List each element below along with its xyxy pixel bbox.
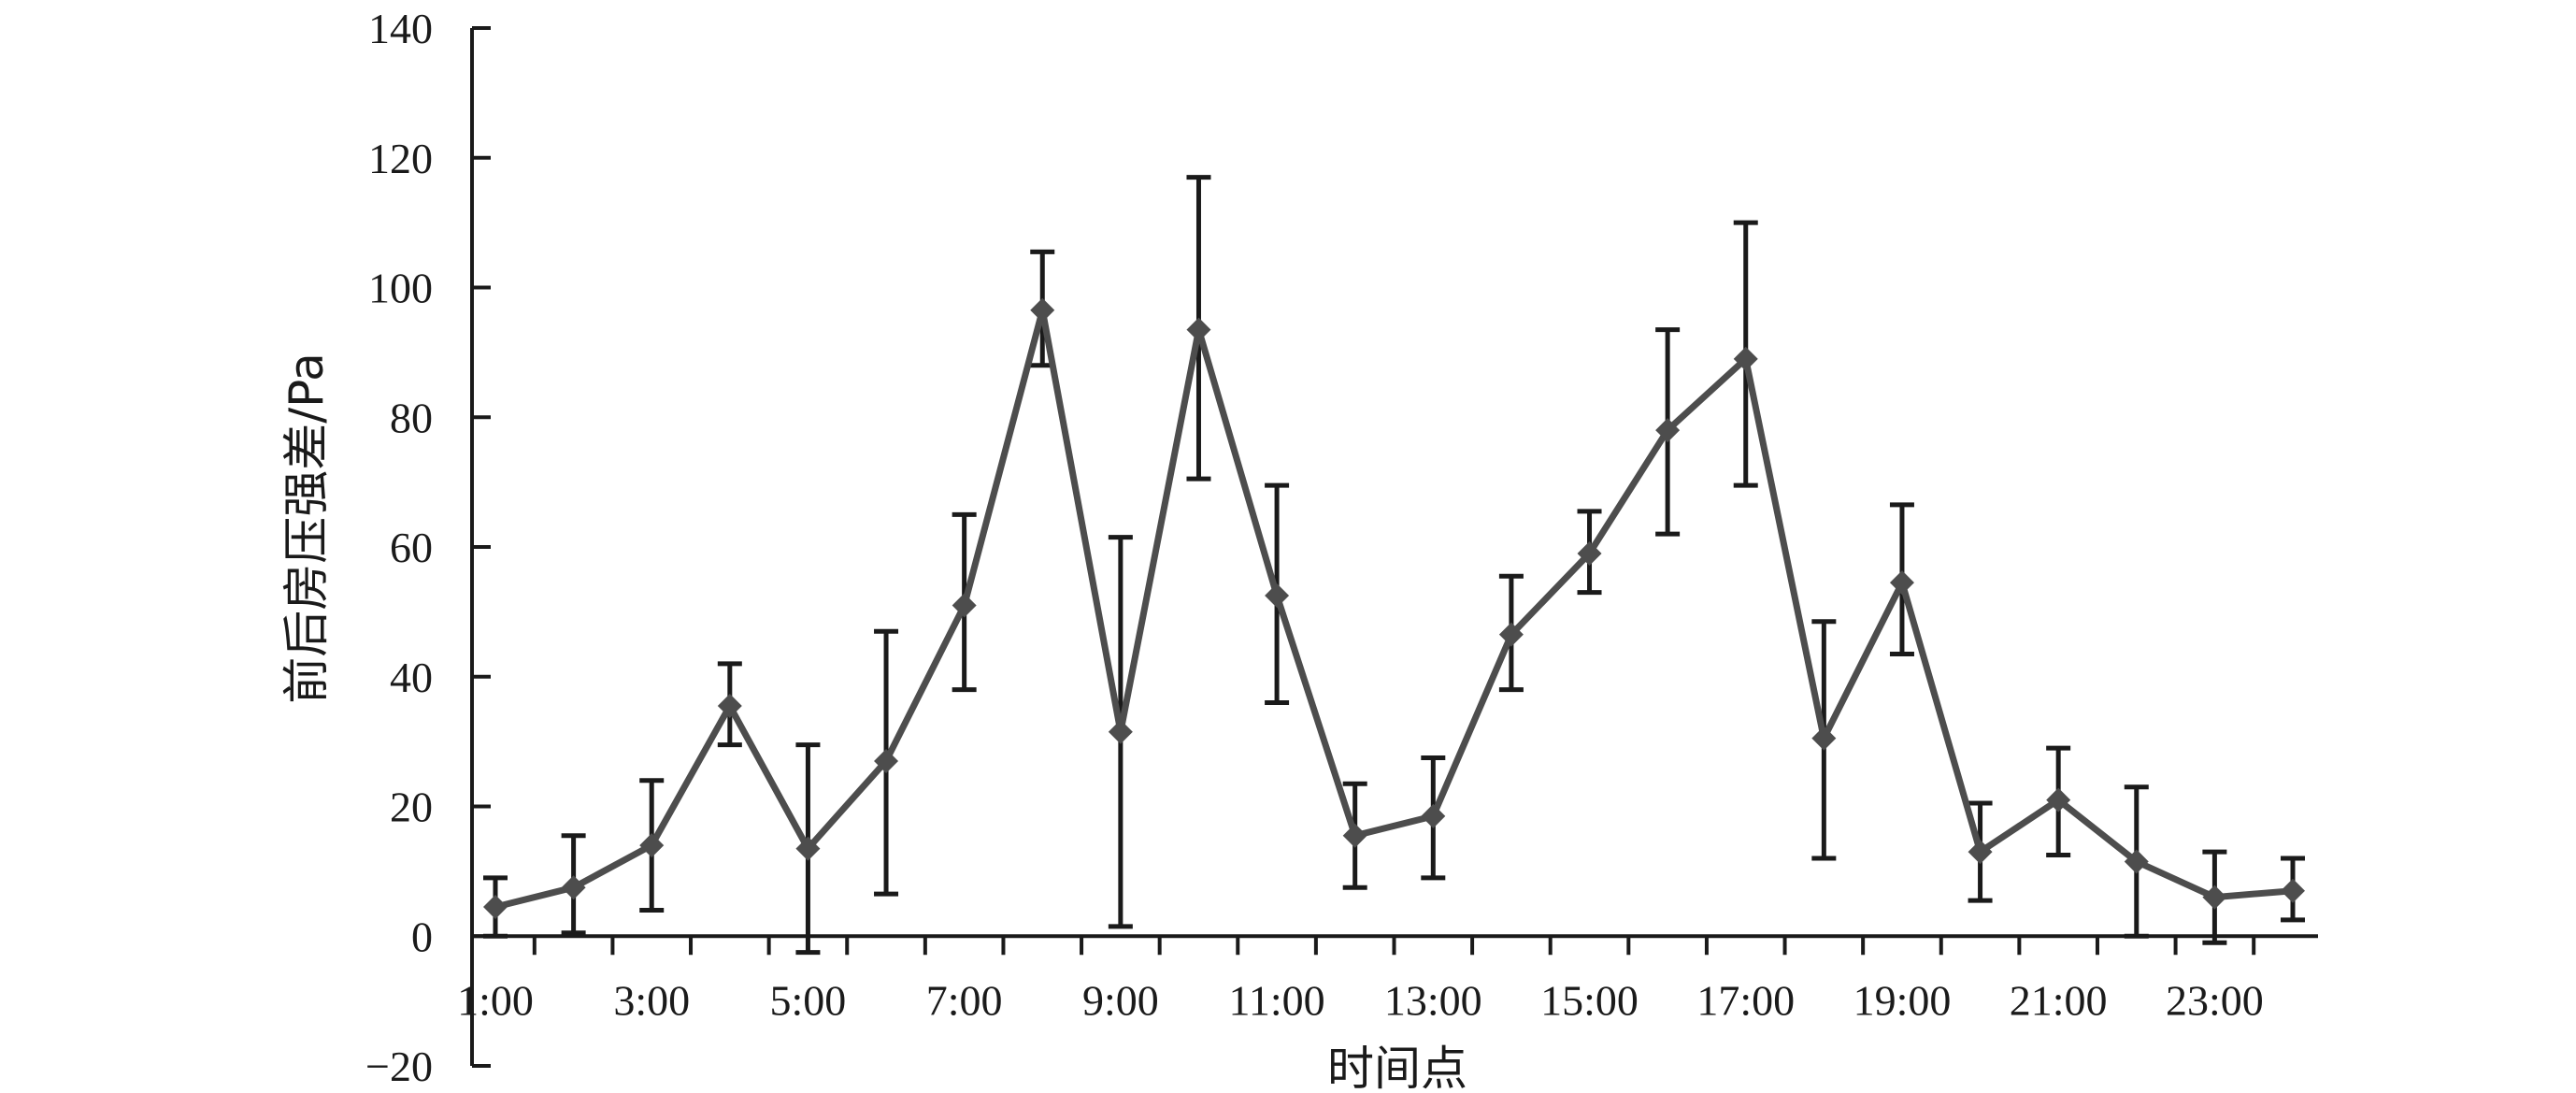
y-tick-label: −20 (365, 1043, 433, 1090)
data-point (717, 693, 742, 718)
data-point (1265, 583, 1290, 609)
y-axis-title: 前后房压强差/Pa (279, 352, 334, 703)
y-tick-label: 120 (368, 135, 433, 182)
x-tick-label: 7:00 (926, 976, 1003, 1024)
x-tick-label: 15:00 (1540, 976, 1639, 1024)
y-tick-label: 0 (411, 913, 433, 960)
data-point (1655, 418, 1681, 443)
y-tick-label: 20 (390, 784, 433, 831)
data-point (874, 748, 899, 773)
x-tick-label: 17:00 (1696, 976, 1795, 1024)
data-point (795, 836, 821, 861)
x-tick-label: 9:00 (1082, 976, 1159, 1024)
data-point (1968, 840, 1993, 865)
x-tick-label: 19:00 (1853, 976, 1952, 1024)
y-tick-label: 40 (390, 654, 433, 701)
x-tick-label: 5:00 (770, 976, 847, 1024)
data-point (1186, 317, 1211, 342)
x-tick-label: 13:00 (1384, 976, 1482, 1024)
y-tick-label: 80 (390, 394, 433, 441)
data-point (1811, 726, 1837, 751)
data-point (1421, 803, 1446, 828)
data-point (1577, 540, 1602, 566)
x-tick-label: 3:00 (613, 976, 690, 1024)
data-point (1733, 346, 1758, 371)
data-point (561, 875, 586, 900)
x-tick-label: 21:00 (2010, 976, 2108, 1024)
data-point (1498, 622, 1524, 647)
data-point (1108, 719, 1133, 744)
tick-labels: −20 0 20 40 60 80 100 120 140 1:00 3:00 5:00 7:00 9:0… (365, 5, 2264, 1090)
series-line (494, 307, 2294, 911)
data-point (1342, 823, 1367, 848)
axes (470, 26, 2318, 1068)
data-point (639, 833, 665, 858)
data-point (483, 895, 508, 920)
y-tick-label: 100 (368, 265, 433, 312)
y-tick-label: 140 (368, 5, 433, 52)
data-point (1889, 570, 1914, 596)
data-point (1030, 297, 1055, 323)
x-axis-title: 时间点 (1327, 1042, 1467, 1093)
x-tick-label: 11:00 (1229, 976, 1325, 1024)
x-tick-label: 23:00 (2166, 976, 2264, 1024)
data-point (2202, 884, 2227, 910)
data-point (952, 593, 977, 618)
x-tick-label: 1:00 (457, 976, 534, 1024)
data-series (483, 297, 2305, 920)
error-bars (483, 175, 2305, 956)
data-point (2281, 878, 2305, 903)
y-tick-label: 60 (390, 524, 433, 571)
data-point (2046, 787, 2071, 813)
data-point (2124, 849, 2149, 874)
